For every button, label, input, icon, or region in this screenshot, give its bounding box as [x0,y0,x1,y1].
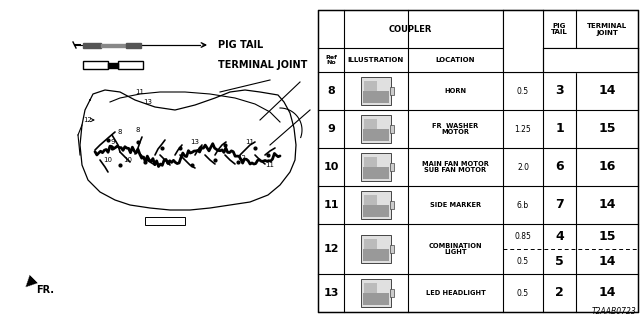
Text: 14: 14 [598,198,616,212]
Bar [83,43,101,47]
Bar [504,47,543,49]
Text: 0.5: 0.5 [517,289,529,298]
Text: 1.25: 1.25 [515,124,531,133]
Text: Ref No.: Ref No. [576,57,605,63]
Bar [361,153,391,181]
Text: 9: 9 [327,124,335,134]
Bar [363,91,389,103]
Bar [361,115,391,143]
Bar [390,245,394,253]
Text: 8: 8 [136,127,140,133]
Text: 6: 6 [555,161,564,173]
Text: LED HEADLIGHT: LED HEADLIGHT [426,290,485,296]
Bar [361,279,391,307]
Text: 14: 14 [598,286,616,300]
Bar [504,11,543,71]
Text: T2AAB0723: T2AAB0723 [591,307,636,316]
Text: FR.: FR. [36,285,54,295]
Bar [363,205,389,217]
Text: 0.5: 0.5 [517,86,529,95]
Text: FR  WASHER
MOTOR: FR WASHER MOTOR [433,123,479,135]
Bar [83,61,108,69]
Bar [363,167,389,179]
Bar [108,62,118,68]
Bar [361,235,391,263]
Text: SIDE MARKER: SIDE MARKER [430,202,481,208]
Text: ILLUSTRATION: ILLUSTRATION [348,57,404,63]
Text: TERMINAL
JOINT: TERMINAL JOINT [587,22,627,36]
Text: PIG TAIL: PIG TAIL [218,40,263,50]
Text: 16: 16 [598,161,616,173]
Text: 12: 12 [237,155,246,161]
Bar [364,119,377,129]
Bar [363,129,389,141]
Text: PIG
TAIL: PIG TAIL [551,22,568,36]
Text: 12: 12 [84,117,92,123]
Text: 2: 2 [555,286,564,300]
Text: SIZE: SIZE [513,36,532,45]
Text: TERMINAL JOINT: TERMINAL JOINT [218,60,307,70]
Text: 7: 7 [555,198,564,212]
Bar [390,125,394,133]
Bar [364,239,377,249]
Text: LOCATION: LOCATION [436,57,476,63]
Bar [364,81,377,91]
Text: 8: 8 [118,129,122,135]
Bar [390,87,394,95]
Bar [363,249,389,261]
Bar [126,43,141,47]
Bar [361,77,391,105]
Text: 0.85: 0.85 [515,232,531,241]
Bar [364,195,377,205]
Bar [118,61,143,69]
Text: 14: 14 [598,255,616,268]
Bar [101,44,126,46]
Text: 15: 15 [598,230,616,243]
Text: 6.b: 6.b [517,201,529,210]
Text: 12: 12 [323,244,339,254]
Bar [318,10,638,312]
Text: 10: 10 [124,157,132,163]
Bar [361,191,391,219]
Text: 1: 1 [555,123,564,135]
Text: ▶: ▶ [20,273,39,292]
Bar [145,217,185,225]
Text: COUPLER: COUPLER [389,25,432,34]
Text: 3: 3 [555,84,564,98]
Text: 5: 5 [555,255,564,268]
Text: MAIN FAN MOTOR
SUB FAN MOTOR: MAIN FAN MOTOR SUB FAN MOTOR [422,161,489,173]
Text: 10: 10 [104,157,113,163]
Text: 13: 13 [143,99,152,105]
Bar [364,157,377,167]
Text: Ref
No: Ref No [325,55,337,65]
Bar [390,163,394,171]
Text: 4: 4 [555,230,564,243]
Text: 14: 14 [598,84,616,98]
Text: 11: 11 [323,200,339,210]
Text: 2.0: 2.0 [517,163,529,172]
Text: COMBINATION
LIGHT: COMBINATION LIGHT [429,243,483,255]
Text: 9: 9 [111,139,115,145]
Bar [364,283,377,293]
Text: 8: 8 [327,86,335,96]
Bar [543,49,637,71]
Text: 11: 11 [266,162,275,168]
Text: 11: 11 [136,89,145,95]
Text: 10: 10 [323,162,339,172]
Text: 15: 15 [598,123,616,135]
Bar [390,201,394,209]
Text: 13: 13 [191,139,200,145]
Text: HORN: HORN [444,88,467,94]
Text: 13: 13 [323,288,339,298]
Text: 0.5: 0.5 [517,257,529,266]
Bar [363,293,389,305]
Bar [390,289,394,297]
Text: 11: 11 [246,139,255,145]
